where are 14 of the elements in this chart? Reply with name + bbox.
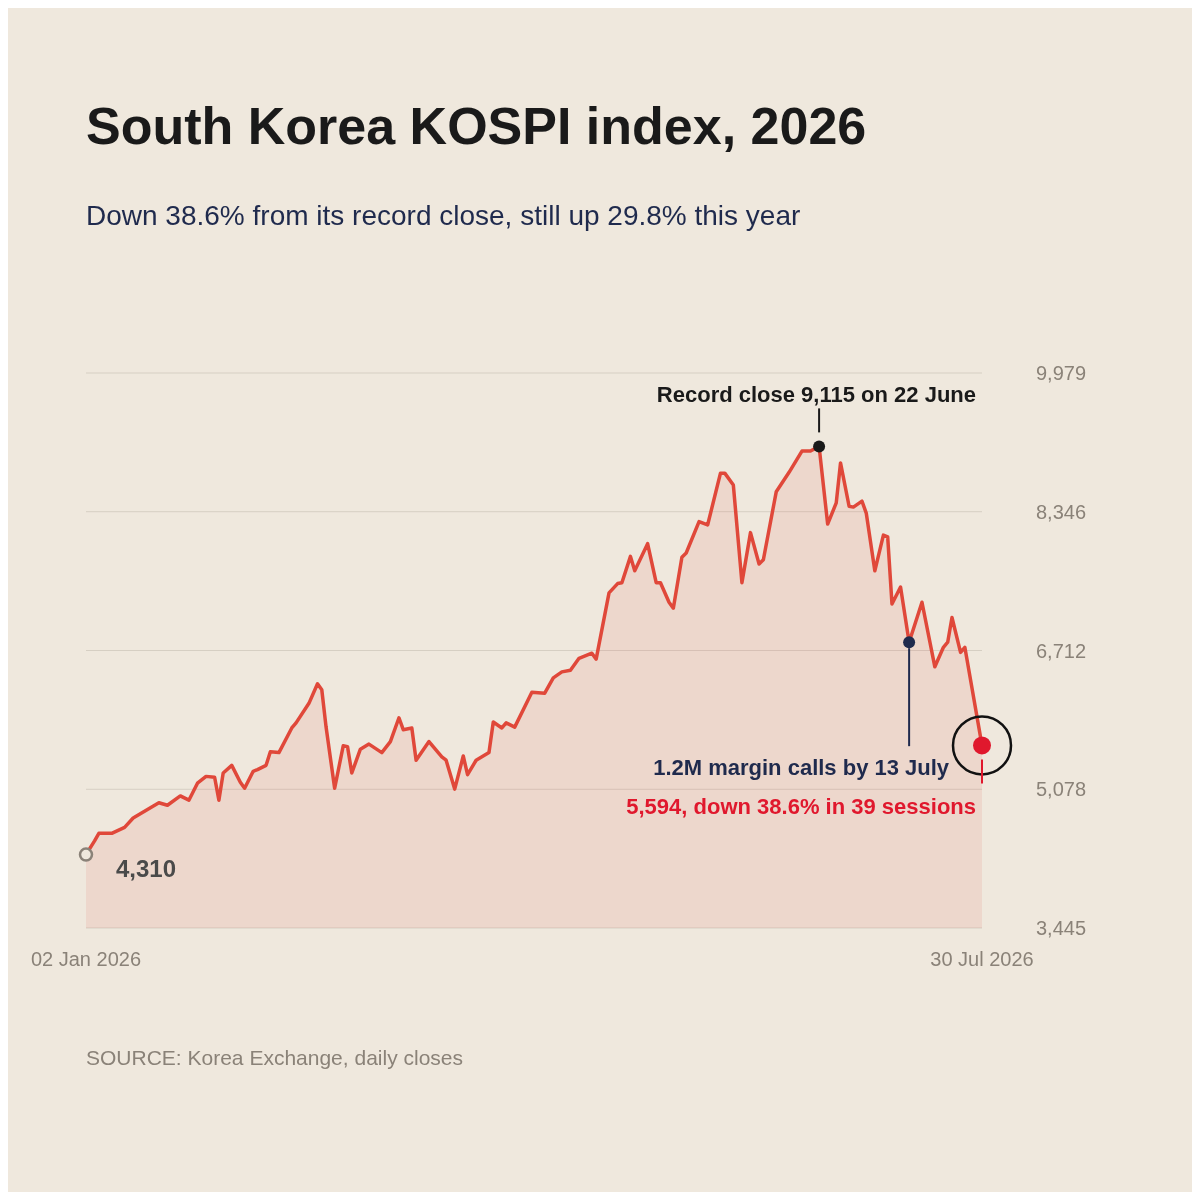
y-tick-label: 5,078	[1036, 778, 1087, 801]
annotation: Record close 9,115 on 22 June	[656, 382, 976, 408]
annotation: 5,594, down 38.6% in 39 sessions	[626, 794, 976, 820]
y-tick-label: 3,445	[1036, 917, 1087, 940]
y-tick-label: 8,346	[1036, 500, 1087, 523]
chart-subtitle: Down 38.6% from its record close, still up 29.8% this year	[86, 200, 801, 232]
y-tick-label: 9,979	[1036, 362, 1087, 385]
x-tick-label: 30 Jul 2026	[930, 948, 1034, 971]
source-note: SOURCE: Korea Exchange, daily closes	[86, 1046, 464, 1070]
y-tick-label: 6,712	[1036, 639, 1087, 662]
annotation: 1.2M margin calls by 13 July	[653, 755, 950, 781]
annotation: 4,310	[116, 854, 177, 882]
x-tick-label: 02 Jan 2026	[30, 948, 142, 971]
chart-title: South Korea KOSPI index, 2026	[86, 96, 867, 156]
